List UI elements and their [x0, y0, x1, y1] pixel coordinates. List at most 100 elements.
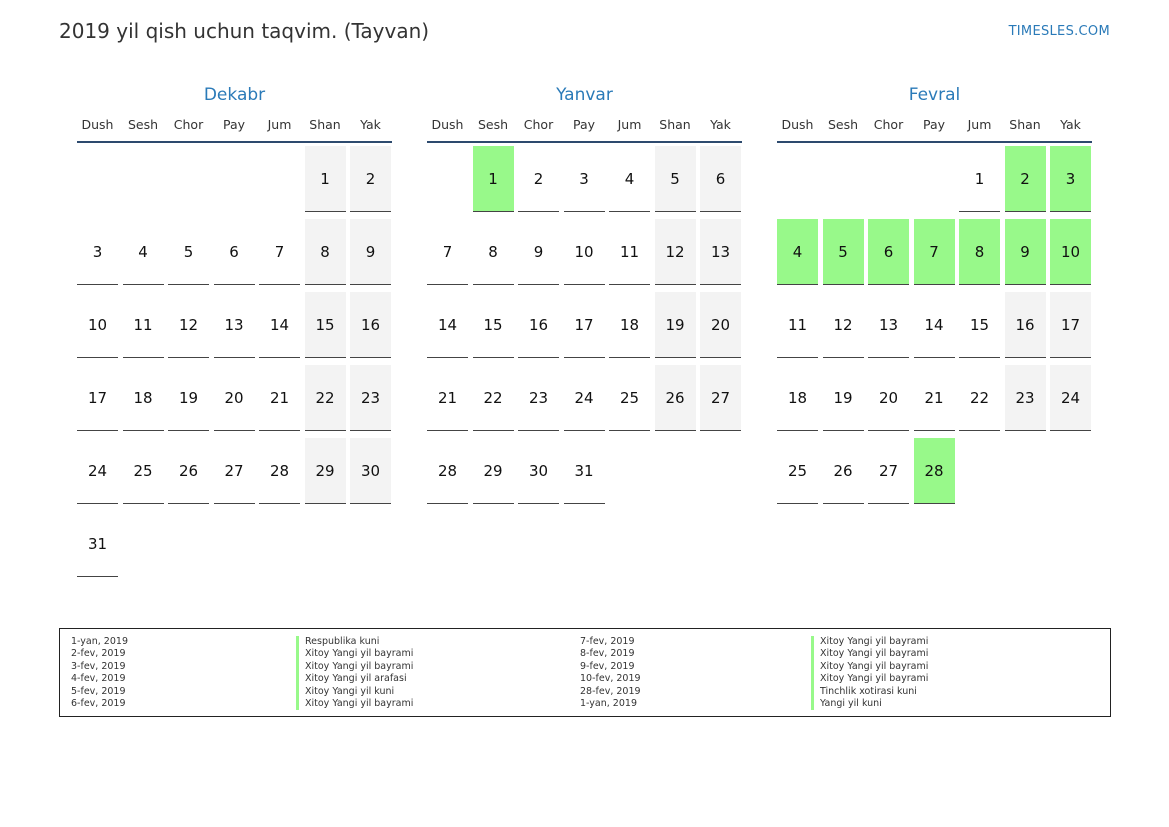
day-cell[interactable]: 30 [350, 438, 391, 504]
day-cell[interactable]: 28 [913, 438, 955, 504]
day-cell[interactable]: 10 [563, 219, 605, 285]
day-cell[interactable]: 11 [609, 219, 650, 285]
day-cell[interactable]: 24 [563, 365, 605, 431]
day-cell[interactable]: 9 [518, 219, 559, 285]
day-cell[interactable]: 17 [563, 292, 605, 358]
day-cell[interactable]: 27 [700, 365, 741, 431]
day-cell[interactable]: 17 [1050, 292, 1091, 358]
day-cell[interactable]: 14 [913, 292, 955, 358]
day-cell[interactable]: 11 [122, 292, 164, 358]
day-cell[interactable]: 22 [472, 365, 514, 431]
day-cell[interactable]: 19 [822, 365, 864, 431]
legend-date: 9-fev, 2019 [580, 660, 635, 672]
day-cell[interactable]: 4 [609, 146, 650, 212]
day-cell[interactable]: 14 [427, 292, 468, 358]
day-cell[interactable]: 10 [1050, 219, 1091, 285]
legend-date: 5-fev, 2019 [71, 685, 126, 697]
day-cell[interactable]: 16 [518, 292, 559, 358]
day-cell[interactable]: 2 [518, 146, 559, 212]
day-cell[interactable]: 2 [350, 146, 391, 212]
weekday-label: Dush [81, 117, 114, 132]
day-cell[interactable]: 13 [213, 292, 255, 358]
day-cell[interactable]: 16 [1004, 292, 1046, 358]
day-cell[interactable]: 16 [350, 292, 391, 358]
day-cell[interactable]: 7 [913, 219, 955, 285]
day-cell[interactable]: 24 [77, 438, 118, 504]
day-cell[interactable]: 17 [77, 365, 118, 431]
day-cell[interactable]: 6 [868, 219, 909, 285]
day-cell[interactable]: 29 [472, 438, 514, 504]
day-cell[interactable]: 25 [122, 438, 164, 504]
day-cell[interactable]: 4 [122, 219, 164, 285]
day-cell[interactable]: 5 [654, 146, 696, 212]
day-cell[interactable]: 3 [563, 146, 605, 212]
day-cell[interactable]: 19 [168, 365, 209, 431]
day-cell[interactable]: 9 [350, 219, 391, 285]
day-cell[interactable]: 4 [777, 219, 818, 285]
day-cell[interactable]: 7 [259, 219, 300, 285]
day-cell[interactable]: 13 [700, 219, 741, 285]
day-cell[interactable]: 21 [259, 365, 300, 431]
day-cell[interactable]: 30 [518, 438, 559, 504]
day-cell[interactable]: 15 [304, 292, 346, 358]
day-cell[interactable]: 8 [959, 219, 1000, 285]
day-cell[interactable]: 9 [1004, 219, 1046, 285]
day-cell[interactable]: 18 [777, 365, 818, 431]
day-cell[interactable]: 22 [304, 365, 346, 431]
day-cell[interactable]: 3 [1050, 146, 1091, 212]
day-cell[interactable]: 20 [700, 292, 741, 358]
weekday-label: Dush [431, 117, 464, 132]
day-cell[interactable]: 5 [822, 219, 864, 285]
day-cell[interactable]: 8 [472, 219, 514, 285]
brand-link[interactable]: TIMESLES.COM [1008, 24, 1110, 39]
day-cell[interactable]: 18 [122, 365, 164, 431]
day-cell[interactable]: 25 [609, 365, 650, 431]
day-cell[interactable]: 26 [168, 438, 209, 504]
day-cell[interactable]: 2 [1004, 146, 1046, 212]
day-cell[interactable]: 27 [868, 438, 909, 504]
day-cell[interactable]: 11 [777, 292, 818, 358]
day-cell[interactable]: 10 [77, 292, 118, 358]
day-cell[interactable]: 15 [472, 292, 514, 358]
day-cell[interactable]: 1 [959, 146, 1000, 212]
day-cell[interactable]: 26 [822, 438, 864, 504]
day-cell[interactable]: 7 [427, 219, 468, 285]
day-cell[interactable]: 23 [518, 365, 559, 431]
day-cell[interactable]: 23 [1004, 365, 1046, 431]
legend-holiday-name: Xitoy Yangi yil bayrami [296, 660, 413, 674]
day-cell[interactable]: 3 [77, 219, 118, 285]
day-cell[interactable]: 6 [213, 219, 255, 285]
day-cell[interactable]: 24 [1050, 365, 1091, 431]
day-cell[interactable]: 1 [472, 146, 514, 212]
day-cell[interactable]: 20 [868, 365, 909, 431]
weekday-label: Sesh [127, 117, 159, 132]
day-cell[interactable]: 19 [654, 292, 696, 358]
day-cell[interactable]: 29 [304, 438, 346, 504]
day-cell[interactable]: 1 [304, 146, 346, 212]
day-cell[interactable]: 18 [609, 292, 650, 358]
day-cell[interactable]: 28 [427, 438, 468, 504]
day-cell[interactable]: 14 [259, 292, 300, 358]
day-cell[interactable]: 8 [304, 219, 346, 285]
day-cell[interactable]: 31 [563, 438, 605, 504]
day-cell[interactable]: 13 [868, 292, 909, 358]
weekday-header: Dush Sesh Chor Pay Jum Shan Yak [77, 108, 392, 143]
day-cell[interactable]: 21 [427, 365, 468, 431]
day-cell[interactable]: 21 [913, 365, 955, 431]
day-cell[interactable]: 5 [168, 219, 209, 285]
day-cell[interactable]: 20 [213, 365, 255, 431]
day-cell[interactable]: 12 [822, 292, 864, 358]
day-cell[interactable]: 12 [168, 292, 209, 358]
day-cell[interactable]: 27 [213, 438, 255, 504]
day-cell[interactable]: 28 [259, 438, 300, 504]
day-cell[interactable]: 6 [700, 146, 741, 212]
day-cell[interactable]: 31 [77, 511, 118, 577]
day-cell[interactable]: 23 [350, 365, 391, 431]
day-cell[interactable]: 26 [654, 365, 696, 431]
day-cell[interactable]: 15 [959, 292, 1000, 358]
day-cell[interactable]: 25 [777, 438, 818, 504]
month-name: Dekabr [203, 85, 266, 105]
day-cell[interactable]: 12 [654, 219, 696, 285]
weekday-header: Dush Sesh Chor Pay Jum Shan Yak [777, 108, 1092, 143]
day-cell[interactable]: 22 [959, 365, 1000, 431]
